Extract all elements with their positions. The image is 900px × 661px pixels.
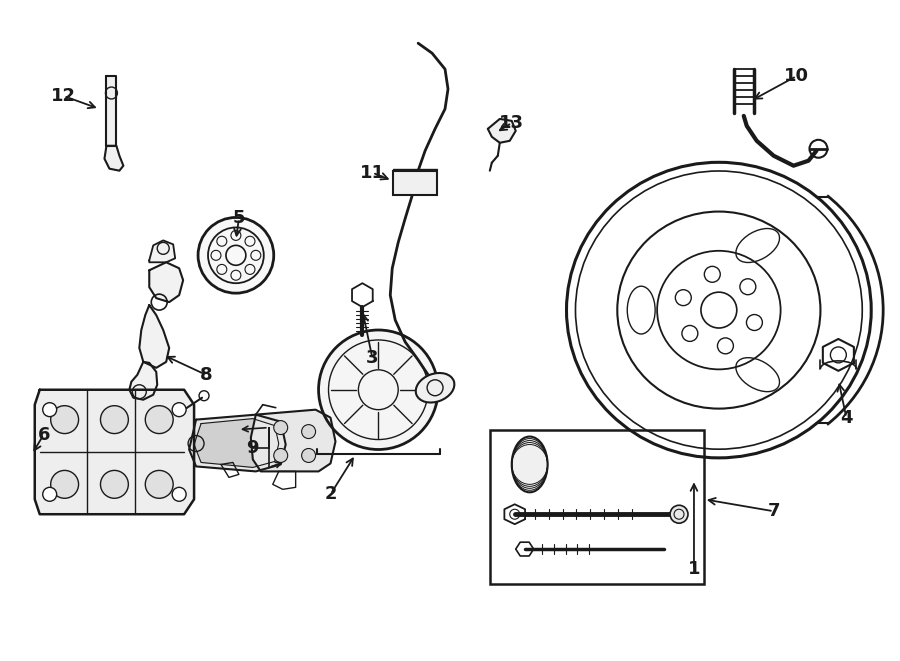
Circle shape bbox=[145, 406, 173, 434]
Text: 4: 4 bbox=[840, 408, 852, 426]
Circle shape bbox=[198, 217, 274, 293]
Text: 5: 5 bbox=[232, 210, 245, 227]
Circle shape bbox=[274, 449, 288, 463]
Circle shape bbox=[319, 330, 438, 449]
Bar bbox=[393, 171, 437, 194]
Circle shape bbox=[670, 505, 688, 524]
Polygon shape bbox=[194, 418, 279, 467]
Circle shape bbox=[42, 487, 57, 501]
Polygon shape bbox=[251, 410, 336, 471]
Circle shape bbox=[302, 449, 316, 463]
Text: 3: 3 bbox=[366, 349, 379, 367]
Polygon shape bbox=[35, 390, 194, 514]
Bar bbox=[490, 430, 704, 584]
Ellipse shape bbox=[416, 373, 454, 403]
Polygon shape bbox=[106, 76, 116, 146]
Text: 13: 13 bbox=[500, 114, 524, 132]
Polygon shape bbox=[104, 146, 123, 171]
Circle shape bbox=[50, 406, 78, 434]
Text: 7: 7 bbox=[768, 502, 780, 520]
Circle shape bbox=[145, 471, 173, 498]
Polygon shape bbox=[130, 362, 158, 400]
Circle shape bbox=[302, 424, 316, 438]
Text: 1: 1 bbox=[688, 560, 700, 578]
Text: 9: 9 bbox=[247, 438, 259, 457]
Polygon shape bbox=[189, 414, 285, 471]
Circle shape bbox=[42, 403, 57, 416]
Circle shape bbox=[172, 403, 186, 416]
Polygon shape bbox=[149, 241, 176, 262]
Polygon shape bbox=[140, 305, 169, 368]
Polygon shape bbox=[149, 262, 183, 302]
Circle shape bbox=[274, 420, 288, 434]
Text: 8: 8 bbox=[200, 366, 212, 384]
Circle shape bbox=[50, 471, 78, 498]
Text: 2: 2 bbox=[324, 485, 337, 503]
Text: 12: 12 bbox=[51, 87, 76, 105]
Text: 10: 10 bbox=[784, 67, 809, 85]
Circle shape bbox=[172, 487, 186, 501]
Text: 6: 6 bbox=[38, 426, 50, 444]
Text: 11: 11 bbox=[360, 164, 385, 182]
Circle shape bbox=[101, 471, 129, 498]
Polygon shape bbox=[488, 119, 516, 143]
Circle shape bbox=[101, 406, 129, 434]
Ellipse shape bbox=[512, 436, 547, 492]
